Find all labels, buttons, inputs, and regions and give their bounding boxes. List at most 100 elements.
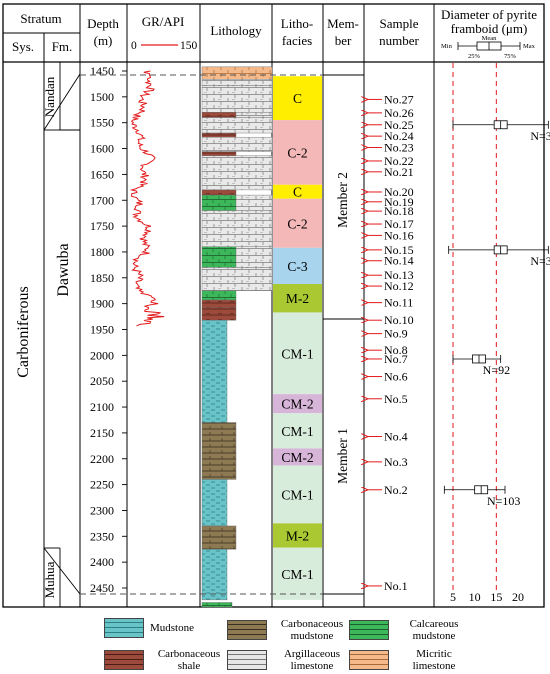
pyrite-axis-tick: 5 [450,590,456,604]
sample-label: No.7 [384,352,408,366]
legend-swatch [349,650,389,670]
lithology-block [201,136,273,152]
sample-label: No.19 [384,195,414,209]
pyrite-axis-tick: 10 [469,590,481,604]
lithofacies-block [273,284,322,313]
depth-tick-label: 1850 [90,271,114,285]
sample-label: No.5 [384,392,408,406]
legend-item: Micritic limestone [349,648,473,672]
lithology-block [201,602,233,608]
lithology-block [201,155,273,191]
depth-tick-label: 2250 [90,478,114,492]
sample-label: No.21 [384,165,414,179]
sample-label: No.2 [384,483,408,497]
pyrite-column: N=30 N=32 N=92 N=103 5 10 15 20 [443,63,550,604]
stratigraphic-column-figure: Stratum Sys. Fm. Depth (m) GR/API 0 150 … [2,3,550,608]
lithology-block [201,189,237,196]
depth-tick-label: 2350 [90,529,114,543]
lithology-block [201,151,237,156]
pyrite-n-label: N=92 [483,363,510,377]
pyrite-n-label: N=103 [487,494,520,508]
lithology-block [201,117,273,134]
box-min-label: Min [441,43,453,50]
box-max-label: Max [523,43,536,50]
pyrite-axis-tick: 15 [490,590,502,604]
system-header: Sys. [12,39,34,54]
lithofacies-label: C [293,185,302,200]
sample-label: No.20 [384,185,414,199]
sample-label: No.22 [384,154,414,168]
depth-tick-label: 1450 [90,64,114,78]
sample-label: No.27 [384,92,414,106]
lithofacies-label: M-2 [286,529,309,544]
legend-item: Argillaceous limestone [227,648,351,672]
sample-label: No.25 [384,118,414,132]
lithofacies-label: CM-2 [281,397,313,412]
lithofacies-label: CM-2 [281,450,313,465]
lithology-block [201,549,228,601]
legend-item: Carbonaceous shale [104,648,228,672]
depth-tick-label: 1500 [90,90,114,104]
depth-tick-label: 1750 [90,219,114,233]
lithology-block [201,290,237,301]
sample-label: No.15 [384,243,414,257]
depth-column: 1450 1500 1550 1600 1650 1700 1750 1800 1850 1900… [90,64,127,595]
lithofacies-label: C-3 [287,259,308,274]
box-mean-label: Mean [482,35,498,42]
pyrite-n-label: N=32 [530,254,550,268]
legend-swatch [104,650,144,670]
sample-label: No.23 [384,141,414,155]
sample-label: No.11 [384,296,413,310]
lithology-block [201,479,228,527]
lithofacies-label: C-2 [287,145,307,160]
legend-swatch [104,618,144,638]
pyrite-header-1: Diameter of pyrite [441,7,537,22]
lithofacies-block [273,547,322,600]
pyrite-boxplot [443,485,506,495]
depth-tick-label: 2150 [90,426,114,440]
lithofacies-column: C C-2 C C-2 C-3 M-2 CM-1 CM-2 CM-1 CM-2 CM-1 M-2 CM-… [273,76,322,600]
depth-tick-label: 1600 [90,142,114,156]
formation-nandan: Nandan [42,76,57,117]
lithofacies-label: CM-1 [281,424,313,439]
gr-curve [129,70,165,327]
lithology-block [201,267,273,291]
lithology-block [235,246,273,268]
lithofacies-block [273,198,322,248]
sample-header-1: Sample [380,16,419,31]
legend-label: Carbonaceous shale [157,648,221,672]
lithology-block [235,112,273,118]
lithofacies-header-1: Litho- [281,16,314,31]
formation-column: Nandan Dawuba Muhua [42,62,81,607]
depth-unit: (m) [94,33,113,48]
lithofacies-label: C-2 [287,216,307,231]
formation-dawuba: Dawuba [55,243,72,296]
lithology-block [201,66,273,80]
sample-label: No.13 [384,268,414,282]
pyrite-header-2: framboid (μm) [451,21,528,36]
sample-label: No.1 [384,579,408,593]
lithofacies-block [273,413,322,449]
lithology-block [201,307,237,321]
lithofacies-label: CM-1 [281,487,313,502]
lithology-block [201,85,273,113]
member-2-label: Member 2 [335,172,350,228]
gr-curve-column [129,70,165,327]
stratum-header: Stratum [20,11,61,26]
depth-tick-label: 1800 [90,245,114,259]
boxplot-key: Min Mean Max 25% 75% [441,35,536,60]
sample-label: No.17 [384,217,414,231]
lithofacies-block [273,184,322,199]
formation-muhua: Muhua [42,561,57,598]
lithology-block [201,132,237,138]
depth-tick-label: 2450 [90,581,114,595]
formation-header: Fm. [52,39,73,54]
box-75-label: 75% [504,53,517,60]
pyrite-n-label: N=30 [530,129,550,143]
sample-label: No.6 [384,370,408,384]
lithofacies-label: C [293,91,302,106]
lithology-block [201,246,237,268]
lithofacies-header-2: facies [282,33,312,48]
lithofacies-block [273,448,322,466]
gr-max-label: 150 [180,40,198,52]
